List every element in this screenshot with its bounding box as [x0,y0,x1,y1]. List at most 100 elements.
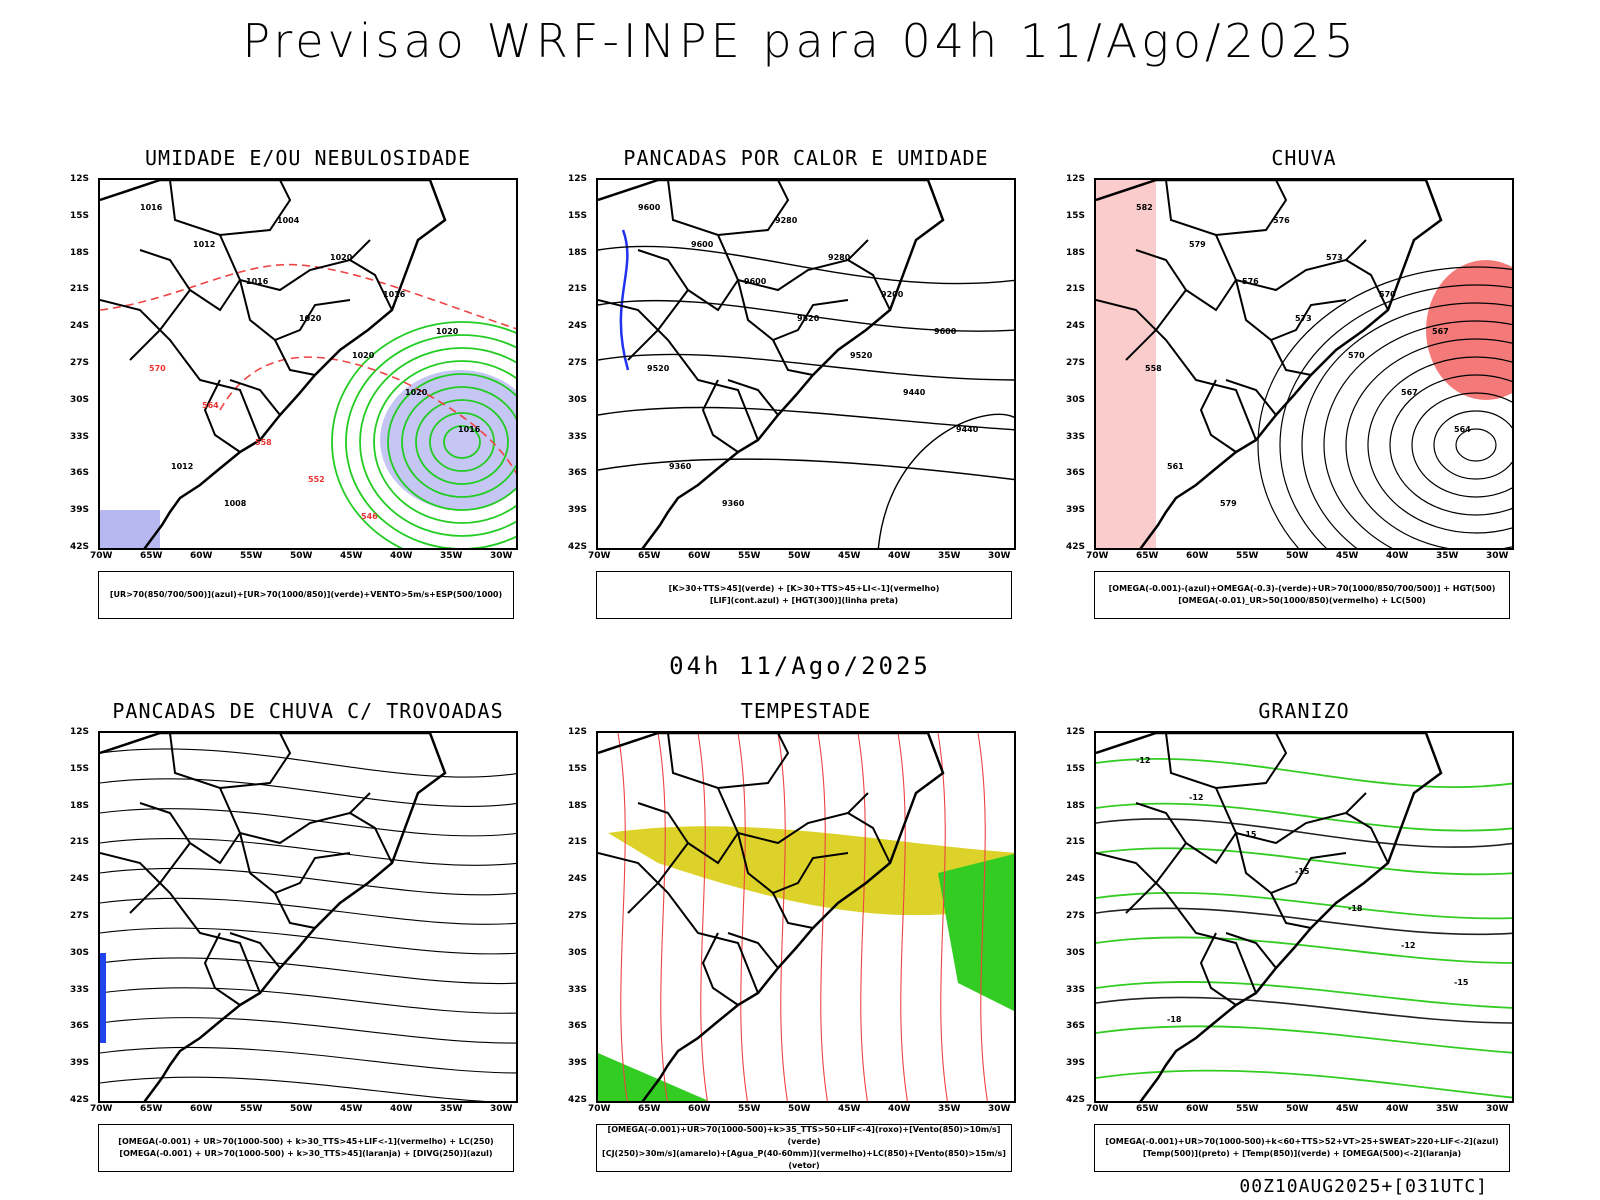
map-frame: -12 -12 -15 -15 -18 -12 -15 -18 [1094,731,1514,1103]
legend-line: [OMEGA(-0.001)-(azul)+OMEGA(-0.3)-(verde… [1108,584,1496,593]
lat-tick-label: 36S [568,1021,588,1032]
lon-tick-label: 45W [340,1104,363,1114]
lat-tick-label: 24S [70,874,90,885]
map-frame: 582 579 576 573 570 567 564 561 579 576 573 570 567 5… [1094,178,1514,550]
temp850-contour [1096,936,1512,964]
temp500-contour [1096,818,1512,848]
legend-box: [UR>70(850/700/500)](azul)+[UR>70(1000/8… [98,571,514,619]
panel-title: PANCADAS DE CHUVA C/ TROVOADAS [112,699,504,723]
contour-label: 570 [1379,290,1396,299]
lon-tick-label: 40W [1386,1104,1409,1114]
contour-label: -15 [1242,830,1257,839]
contour-label: -12 [1189,793,1203,802]
forecast-date-label: 04h 11/Ago/2025 [669,652,931,680]
lat-tick-label: 24S [568,874,588,885]
legend-box: [OMEGA(-0.001) + UR>70(1000-500) + k>30_… [98,1124,514,1172]
hgt-contour [877,413,1014,548]
contour-label: -12 [1136,756,1150,765]
contour-label: 9280 [775,216,798,225]
streamline [1323,320,1512,548]
state-border [667,733,790,790]
map-frame: 1016 1012 1016 1020 1020 1020 1016 1012 1008 1004… [98,178,518,550]
state-border [239,832,351,895]
contour-label: 564 [202,401,219,410]
state-border [737,832,849,895]
lat-tick-label: 27S [1066,911,1086,921]
contour-label: 9440 [903,388,926,397]
panel-title: CHUVA [1271,146,1337,170]
state-border [701,932,739,1006]
lat-tick-label: 42S [568,542,588,552]
legend-line: [K>30+TTS>45](verde) + [K>30+TTS>45+LI<-… [668,584,940,593]
lat-tick-label: 24S [1066,874,1086,885]
lat-tick-label: 12S [568,174,588,184]
lat-tick-label: 18S [1066,247,1086,258]
main-title: Previsao WRF-INPE para 04h 11/Ago/2025 [242,14,1358,68]
state-border [274,339,316,376]
state-border [667,180,790,237]
state-border [1135,802,1237,865]
state-border [1345,812,1389,864]
lon-tick-label: 30W [988,551,1011,561]
panel-title: PANCADAS POR CALOR E UMIDADE [623,146,989,170]
map-canvas: 582 579 576 573 570 567 564 561 579 576 573 570 567 5… [1096,180,1512,548]
state-border [1165,180,1288,237]
state-border [139,249,241,312]
lon-tick-label: 60W [1186,551,1209,561]
map-frame [98,731,518,1103]
temp850-contour [1096,1069,1512,1099]
thickness-contour [100,263,516,330]
lat-tick-label: 15S [568,763,588,774]
temp850-contour [1096,802,1512,832]
rain-shade [1426,260,1512,400]
state-border [1270,892,1312,929]
lat-tick-label: 27S [1066,358,1086,368]
streamline [100,1076,486,1101]
low-humidity-contour [373,360,516,524]
lon-tick-label: 40W [390,1104,413,1114]
lon-tick-label: 70W [90,551,113,561]
low-humidity-contour [443,425,481,459]
lat-tick-label: 30S [568,394,588,405]
streamline [1433,410,1512,480]
contour-label: 1020 [436,327,459,336]
legend-line: [OMEGA(-0.001) + UR>70(1000-500) + k>30_… [118,1137,494,1146]
contour-label: -18 [1348,904,1363,913]
lat-tick-label: 21S [568,284,588,295]
map-frame [596,731,1016,1103]
contour-label: 1016 [140,203,163,212]
contour-label: 9520 [797,314,820,323]
legend-line: [OMEGA(-0.001) + UR>70(1000-500) + k>30_… [119,1149,493,1158]
lat-tick-label: 15S [70,763,90,774]
streamline [1345,338,1512,548]
low-humidity-contour [387,373,516,511]
wind-shade [598,1053,709,1101]
temp850-contour [1096,757,1512,789]
humidity-shade [380,370,516,510]
lon-tick-label: 45W [340,551,363,561]
contour-label: 9440 [956,425,979,434]
state-border [701,379,739,453]
legend-line: [UR>70(850/700/500)](azul)+[UR>70(1000/8… [109,590,503,599]
temp850-contour [1096,847,1512,876]
lat-tick-label: 33S [1066,431,1086,442]
lat-tick-label: 39S [1066,505,1086,516]
lat-tick-label: 12S [70,174,90,184]
lon-tick-label: 35W [938,1104,961,1114]
lat-tick-label: 30S [70,947,90,958]
lat-tick-label: 39S [1066,1058,1086,1069]
contour-label: 9600 [934,327,957,336]
lat-tick-label: 15S [568,210,588,221]
lat-tick-label: 18S [70,800,90,811]
lon-tick-label: 45W [1336,551,1359,561]
contour-label: 567 [1432,327,1449,336]
streamline [100,957,516,985]
state-border [349,812,393,864]
state-border [219,787,371,845]
lat-tick-label: 27S [568,911,588,921]
contour-label: 582 [1136,203,1153,212]
map-canvas: 9600 9600 9600 9520 9520 9440 9440 9360 9360 9280… [598,180,1014,548]
lon-tick-label: 50W [290,1104,313,1114]
hgt-contour [598,299,1014,332]
contour-label: 573 [1326,253,1343,262]
